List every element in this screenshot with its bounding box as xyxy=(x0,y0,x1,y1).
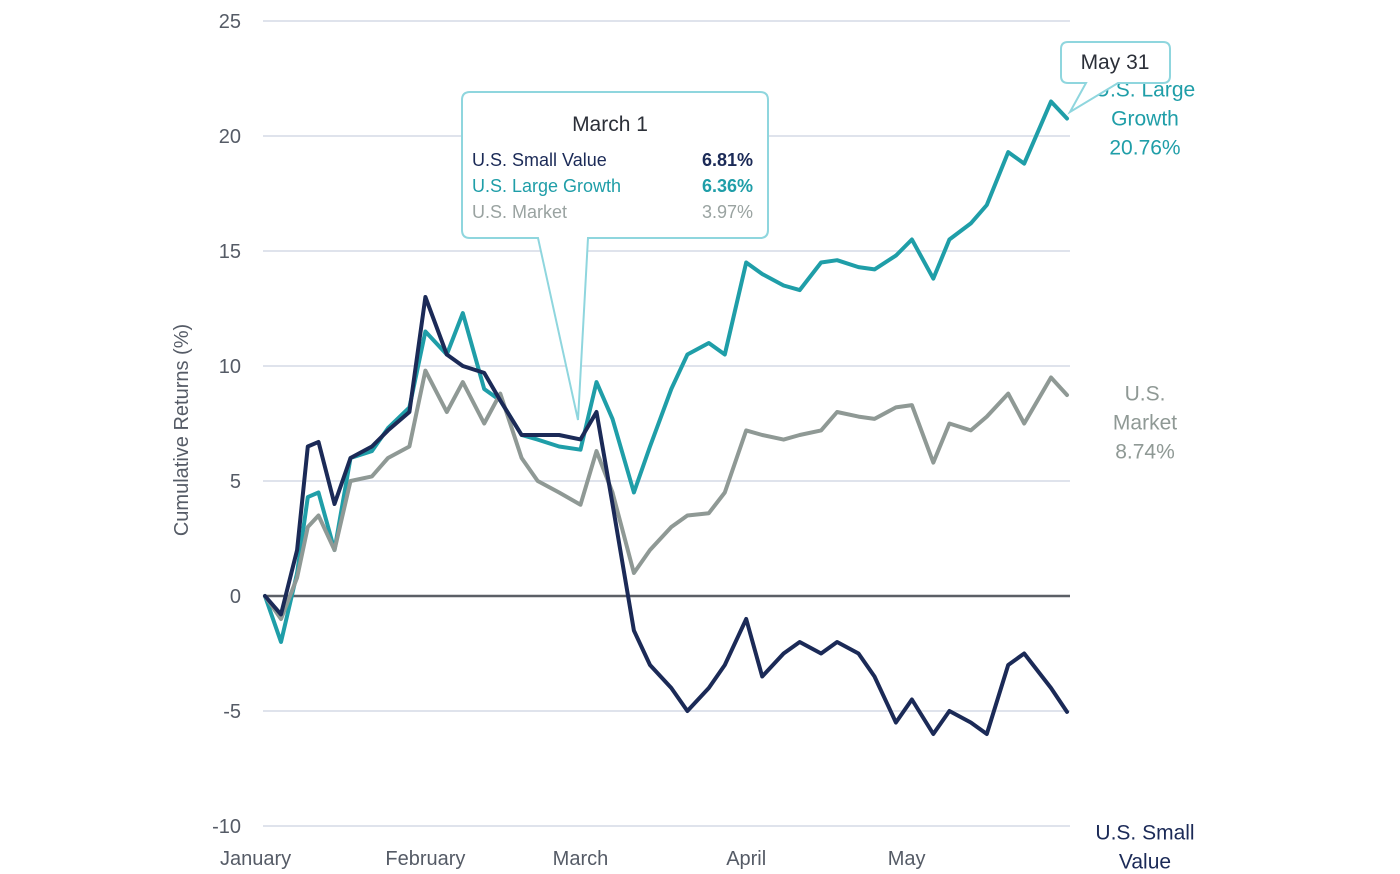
x-tick-label: April xyxy=(726,848,766,870)
callout-row-small-value-name: U.S. Small Value xyxy=(472,150,607,170)
y-tick-label: 20 xyxy=(219,126,241,148)
may-callout: May 31 xyxy=(1060,41,1171,115)
x-axis-ticks: January February March April May xyxy=(220,848,925,870)
end-label-line: U.S. Small xyxy=(1095,821,1194,844)
callout-row-market-value: 3.97% xyxy=(702,202,753,222)
y-tick-label: -10 xyxy=(212,816,241,838)
end-label-line: 20.76% xyxy=(1109,137,1180,160)
grid-lines xyxy=(263,20,1070,827)
may-callout-title: May 31 xyxy=(1081,51,1150,74)
callout-row-small-value-value: 6.81% xyxy=(702,150,753,170)
end-label-line: Growth xyxy=(1111,108,1179,131)
march-callout: March 1 U.S. Small Value 6.81% U.S. Larg… xyxy=(461,91,769,421)
end-label-line: Market xyxy=(1113,412,1177,435)
y-tick-label: 0 xyxy=(230,586,241,608)
end-label-line: U.S. xyxy=(1125,383,1166,406)
x-tick-label: May xyxy=(888,848,926,870)
callout-row-large-growth-value: 6.36% xyxy=(702,176,753,196)
y-tick-label: -5 xyxy=(223,701,241,723)
x-tick-label: March xyxy=(553,848,609,870)
x-tick-label: February xyxy=(385,848,465,870)
series-lines xyxy=(263,99,1069,736)
series-line-u-s-small-value xyxy=(263,295,1069,736)
y-tick-label: 10 xyxy=(219,356,241,378)
callout-row-large-growth-name: U.S. Large Growth xyxy=(472,176,621,196)
y-tick-label: 25 xyxy=(219,11,241,33)
callout-row-market-name: U.S. Market xyxy=(472,202,567,222)
y-tick-label: 15 xyxy=(219,241,241,263)
series-line-u-s-market xyxy=(263,368,1069,621)
march-callout-box xyxy=(461,91,769,421)
y-tick-label: 5 xyxy=(230,471,241,493)
y-axis-label: Cumulative Returns (%) xyxy=(171,324,193,536)
end-labels: U.S. Large Growth 20.76% U.S. Market 8.74% U.S… xyxy=(1095,79,1195,874)
end-label-line: 8.74% xyxy=(1115,441,1175,464)
y-axis-ticks: -10 -5 0 5 10 15 20 25 xyxy=(212,11,241,838)
end-label-line: U.S. Large xyxy=(1095,79,1195,102)
end-label-line: Value xyxy=(1119,850,1171,873)
may-callout-box xyxy=(1060,41,1171,115)
x-tick-label: January xyxy=(220,848,291,870)
march-callout-title: March 1 xyxy=(572,113,648,136)
